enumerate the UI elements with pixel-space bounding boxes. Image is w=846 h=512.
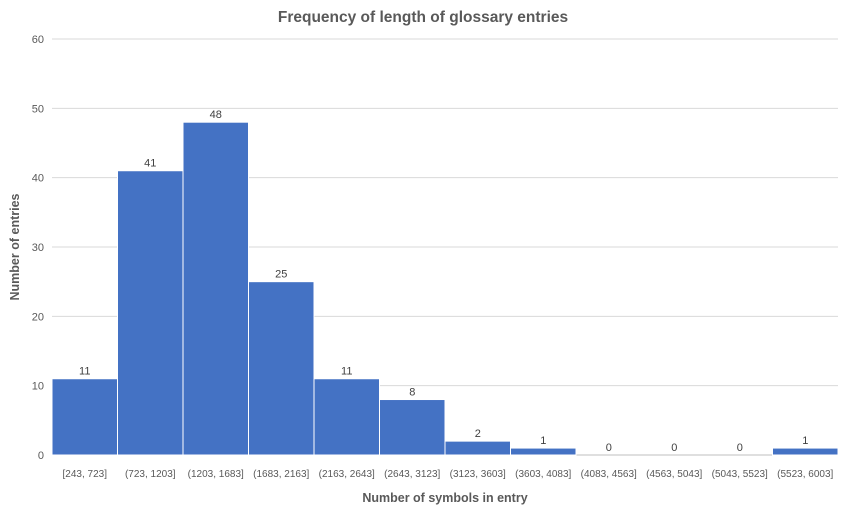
y-tick-label: 60: [32, 34, 44, 46]
data-label: 48: [210, 109, 222, 121]
data-label: 0: [606, 442, 612, 454]
y-tick-label: 40: [32, 173, 44, 185]
bar: [510, 447, 577, 456]
y-tick-label: 20: [32, 311, 44, 323]
y-tick-label: 0: [38, 450, 44, 462]
x-tick-label: (4563, 5043]: [646, 469, 702, 480]
bar: [51, 378, 118, 456]
x-tick-label: (3123, 3603]: [450, 469, 506, 480]
x-tick-label: (3603, 4083]: [515, 469, 571, 480]
bar: [313, 378, 380, 456]
bar: [444, 440, 511, 456]
x-tick-label: (1683, 2163]: [253, 469, 309, 480]
data-labels: 11 41 48 25 11 8 2 1 0 0 0 1: [79, 109, 808, 454]
x-tick-label: (1203, 1683]: [188, 469, 244, 480]
data-label: 25: [275, 269, 287, 281]
x-axis-title: Number of symbols in entry: [362, 491, 527, 505]
y-tick-label: 50: [32, 103, 44, 115]
bar: [248, 281, 315, 456]
data-label: 41: [144, 158, 156, 170]
x-tick-label: (2163, 2643]: [319, 469, 375, 480]
y-axis-ticks: 0 10 20 30 40 50 60: [32, 34, 44, 462]
x-tick-label: (4083, 4563]: [581, 469, 637, 480]
data-label: 1: [802, 435, 808, 447]
data-label: 11: [79, 366, 90, 378]
data-label: 8: [409, 387, 415, 399]
y-axis-title: Number of entries: [8, 193, 22, 300]
x-axis-ticks: [243, 723] (723, 1203] (1203, 1683] (1683, …: [63, 469, 834, 480]
bars: [51, 121, 839, 456]
x-tick-label: (723, 1203]: [125, 469, 176, 480]
x-tick-label: (5523, 6003]: [777, 469, 833, 480]
chart-title: Frequency of length of glossary entries: [278, 9, 568, 26]
data-label: 0: [671, 442, 677, 454]
x-tick-label: [243, 723]: [63, 469, 108, 480]
bar: [117, 170, 184, 456]
bar: [772, 447, 839, 456]
bar: [379, 399, 446, 456]
data-label: 0: [737, 442, 743, 454]
data-label: 1: [540, 435, 546, 447]
data-label: 11: [341, 366, 352, 378]
bar: [182, 121, 249, 456]
x-tick-label: (5043, 5523]: [712, 469, 768, 480]
x-tick-label: (2643, 3123]: [384, 469, 440, 480]
data-label: 2: [475, 428, 481, 440]
y-tick-label: 10: [32, 381, 44, 393]
y-tick-label: 30: [32, 242, 44, 254]
